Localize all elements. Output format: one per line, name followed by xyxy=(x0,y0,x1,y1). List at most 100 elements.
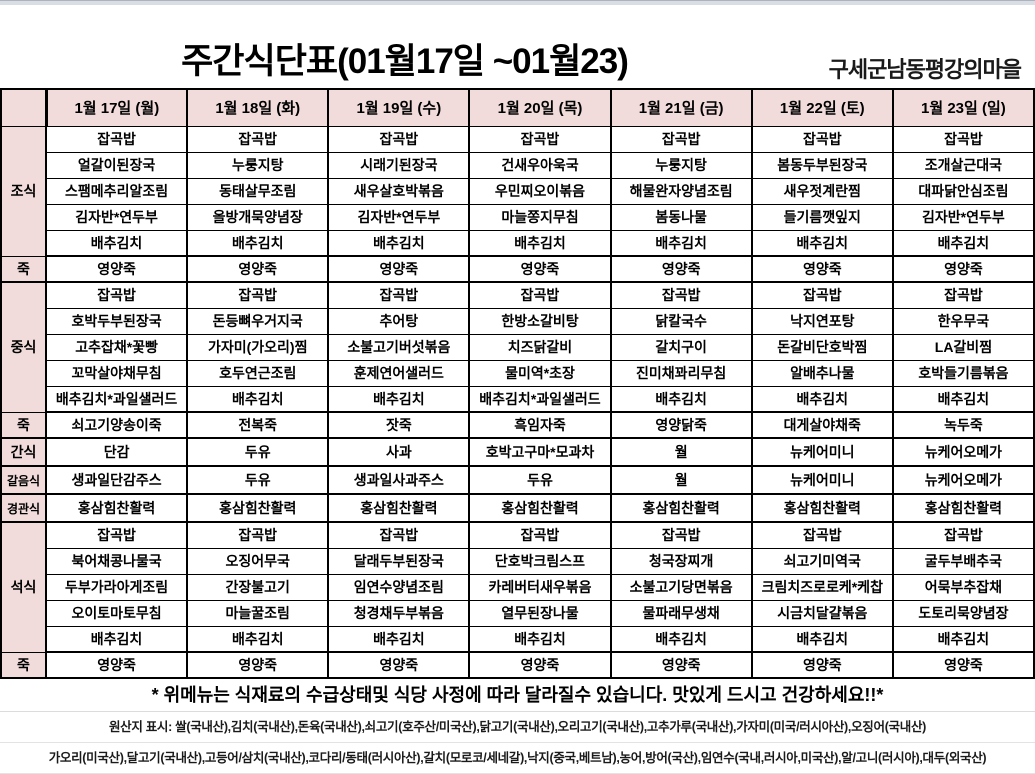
menu-cell: 봄동나물 xyxy=(609,203,753,231)
section-label: 갈음식 xyxy=(0,465,47,495)
menu-cell: 영양죽 xyxy=(44,651,189,679)
menu-cell: 오징어무국 xyxy=(186,547,330,575)
menu-cell: 마늘꿀조림 xyxy=(186,599,330,627)
menu-cell: 크림치즈로로케*케찹 xyxy=(750,573,894,601)
menu-cell: 닭칼국수 xyxy=(609,307,753,335)
menu-cell: 해물완자양념조림 xyxy=(609,177,753,205)
day-header: 1월 21일 (금) xyxy=(609,88,753,127)
menu-cell: 잡곡밥 xyxy=(186,281,330,309)
menu-cell: 잡곡밥 xyxy=(44,125,189,153)
menu-cell: 홍삼힘찬활력 xyxy=(750,493,894,523)
menu-table: 1월 17일 (월) 1월 18일 (화) 1월 19일 (수) 1월 20일 (목)… xyxy=(0,88,1035,679)
menu-cell: 잡곡밥 xyxy=(891,281,1035,309)
menu-cell: 청국장찌개 xyxy=(609,547,753,575)
menu-cell: 카레버터새우볶음 xyxy=(468,573,612,601)
menu-cell: 배추김치 xyxy=(186,229,330,257)
menu-row: 북어채콩나물국 오징어무국 달래두부된장국 단호박크림스프 청국장찌개 쇠고기미역국 굴두부… xyxy=(1,547,1035,575)
menu-cell: 배추김치 xyxy=(609,625,753,653)
menu-cell: 잡곡밥 xyxy=(891,125,1035,153)
organization-name: 구세군남동평강의마을 xyxy=(828,57,1022,82)
menu-cell: 영양죽 xyxy=(609,255,753,283)
menu-cell: 배추김치 xyxy=(327,385,471,413)
menu-row: 죽 영양죽 영양죽 영양죽 영양죽 영양죽 영양죽 영양죽 xyxy=(0,651,1035,679)
menu-cell: 진미채꽈리무침 xyxy=(609,359,753,387)
menu-cell: 뉴케어오메가 xyxy=(891,437,1035,467)
section-label: 죽 xyxy=(0,411,47,439)
menu-cell: 영양죽 xyxy=(327,651,471,679)
section-label: 석식 xyxy=(0,521,47,653)
menu-cell: 우민찌오이볶음 xyxy=(468,177,612,205)
menu-cell: 호박고구마*모과차 xyxy=(468,437,612,467)
menu-cell: 얼갈이된장국 xyxy=(44,151,189,179)
menu-cell: 영양닭죽 xyxy=(609,411,753,439)
menu-cell: 배추김치 xyxy=(44,625,189,653)
day-header: 1월 19일 (수) xyxy=(327,88,471,127)
menu-cell: 배추김치*과일샐러드 xyxy=(468,385,612,413)
menu-cell: 배추김치 xyxy=(609,229,753,257)
day-header: 1월 17일 (월) xyxy=(44,88,189,127)
menu-cell: 소불고기버섯볶음 xyxy=(327,333,471,361)
menu-cell: 알배추나물 xyxy=(750,359,894,387)
menu-cell: 스팸메추리알조림 xyxy=(44,177,189,205)
menu-cell: 배추김치 xyxy=(750,385,894,413)
menu-cell: 영양죽 xyxy=(327,255,471,283)
menu-cell: 훈제연어샐러드 xyxy=(327,359,471,387)
menu-cell: 잡곡밥 xyxy=(327,281,471,309)
menu-cell: 봄동두부된장국 xyxy=(750,151,894,179)
menu-cell: 뉴케어오메가 xyxy=(891,465,1035,495)
menu-cell: 잡곡밥 xyxy=(750,281,894,309)
menu-cell: 배추김치 xyxy=(468,229,612,257)
menu-cell: 추어탕 xyxy=(327,307,471,335)
menu-cell: 달래두부된장국 xyxy=(327,547,471,575)
menu-row: 오이토마토무침 마늘꿀조림 청경채두부볶음 열무된장나물 물파래무생채 시금치달걀볶음 도토… xyxy=(1,599,1035,627)
menu-cell: 열무된장나물 xyxy=(468,599,612,627)
menu-cell: 갈치구이 xyxy=(609,333,753,361)
menu-row: 경관식 홍삼힘찬활력 홍삼힘찬활력 홍삼힘찬활력 홍삼힘찬활력 홍삼힘찬활력 홍삼힘찬활력 홍… xyxy=(0,493,1035,523)
menu-cell: 뉴케어미니 xyxy=(750,465,894,495)
menu-cell: 건새우아욱국 xyxy=(468,151,612,179)
menu-cell: 쇠고기미역국 xyxy=(750,547,894,575)
day-header: 1월 22일 (토) xyxy=(750,88,894,127)
menu-cell: 단호박크림스프 xyxy=(468,547,612,575)
menu-cell: 김자반*연두부 xyxy=(44,203,189,231)
menu-table-body: 1월 17일 (월) 1월 18일 (화) 1월 19일 (수) 1월 20일 (목)… xyxy=(0,88,1035,679)
menu-cell: 한방소갈비탕 xyxy=(468,307,612,335)
menu-cell: 물파래무생채 xyxy=(609,599,753,627)
day-header-row: 1월 17일 (월) 1월 18일 (화) 1월 19일 (수) 1월 20일 (목)… xyxy=(0,88,1035,127)
menu-cell: 사과 xyxy=(327,437,471,467)
menu-cell: 잡곡밥 xyxy=(750,125,894,153)
menu-cell: 두부가라아게조림 xyxy=(44,573,189,601)
menu-cell: 배추김치 xyxy=(186,625,330,653)
day-header: 1월 20일 (목) xyxy=(468,88,612,127)
menu-row: 죽 쇠고기양송이죽 전복죽 잣죽 흑임자죽 영양닭죽 대게살야채죽 녹두죽 xyxy=(0,411,1035,439)
menu-cell: 잡곡밥 xyxy=(186,521,330,549)
menu-cell: 배추김치 xyxy=(891,385,1035,413)
menu-cell: 배추김치 xyxy=(891,625,1035,653)
menu-cell: 도토리묵양념장 xyxy=(891,599,1035,627)
menu-cell: 호박들기름볶음 xyxy=(891,359,1035,387)
menu-row: 배추김치 배추김치 배추김치 배추김치 배추김치 배추김치 배추김치 xyxy=(1,625,1035,653)
menu-cell: 두유 xyxy=(186,465,330,495)
menu-cell: 돈등뼈우거지국 xyxy=(186,307,330,335)
menu-cell: 영양죽 xyxy=(609,651,753,679)
menu-cell: 꼬막살야채무침 xyxy=(44,359,189,387)
menu-cell: 배추김치 xyxy=(891,229,1035,257)
menu-row: 김자반*연두부 올방개묵양념장 김자반*연두부 마늘쫑지무침 봄동나물 들기름깻잎지 김자반… xyxy=(1,203,1035,231)
menu-cell: 잣죽 xyxy=(327,411,471,439)
menu-row: 배추김치*과일샐러드 배추김치 배추김치 배추김치*과일샐러드 배추김치 배추김치 배추김치 xyxy=(1,385,1035,413)
menu-cell: 영양죽 xyxy=(186,255,330,283)
menu-cell: 쇠고기양송이죽 xyxy=(44,411,189,439)
menu-cell: 잡곡밥 xyxy=(468,125,612,153)
menu-cell: 녹두죽 xyxy=(891,411,1035,439)
menu-cell: 홍삼힘찬활력 xyxy=(186,493,330,523)
menu-cell: 잡곡밥 xyxy=(609,125,753,153)
section-label: 조식 xyxy=(0,125,47,257)
menu-cell: 임연수양념조림 xyxy=(327,573,471,601)
menu-cell: 가자미(가오리)찜 xyxy=(186,333,330,361)
menu-cell: 호두연근조림 xyxy=(186,359,330,387)
menu-cell: 새우젓계란찜 xyxy=(750,177,894,205)
menu-cell: 돈갈비단호박찜 xyxy=(750,333,894,361)
menu-cell: 영양죽 xyxy=(468,255,612,283)
menu-cell: 호박두부된장국 xyxy=(44,307,189,335)
menu-cell: 새우살호박볶음 xyxy=(327,177,471,205)
